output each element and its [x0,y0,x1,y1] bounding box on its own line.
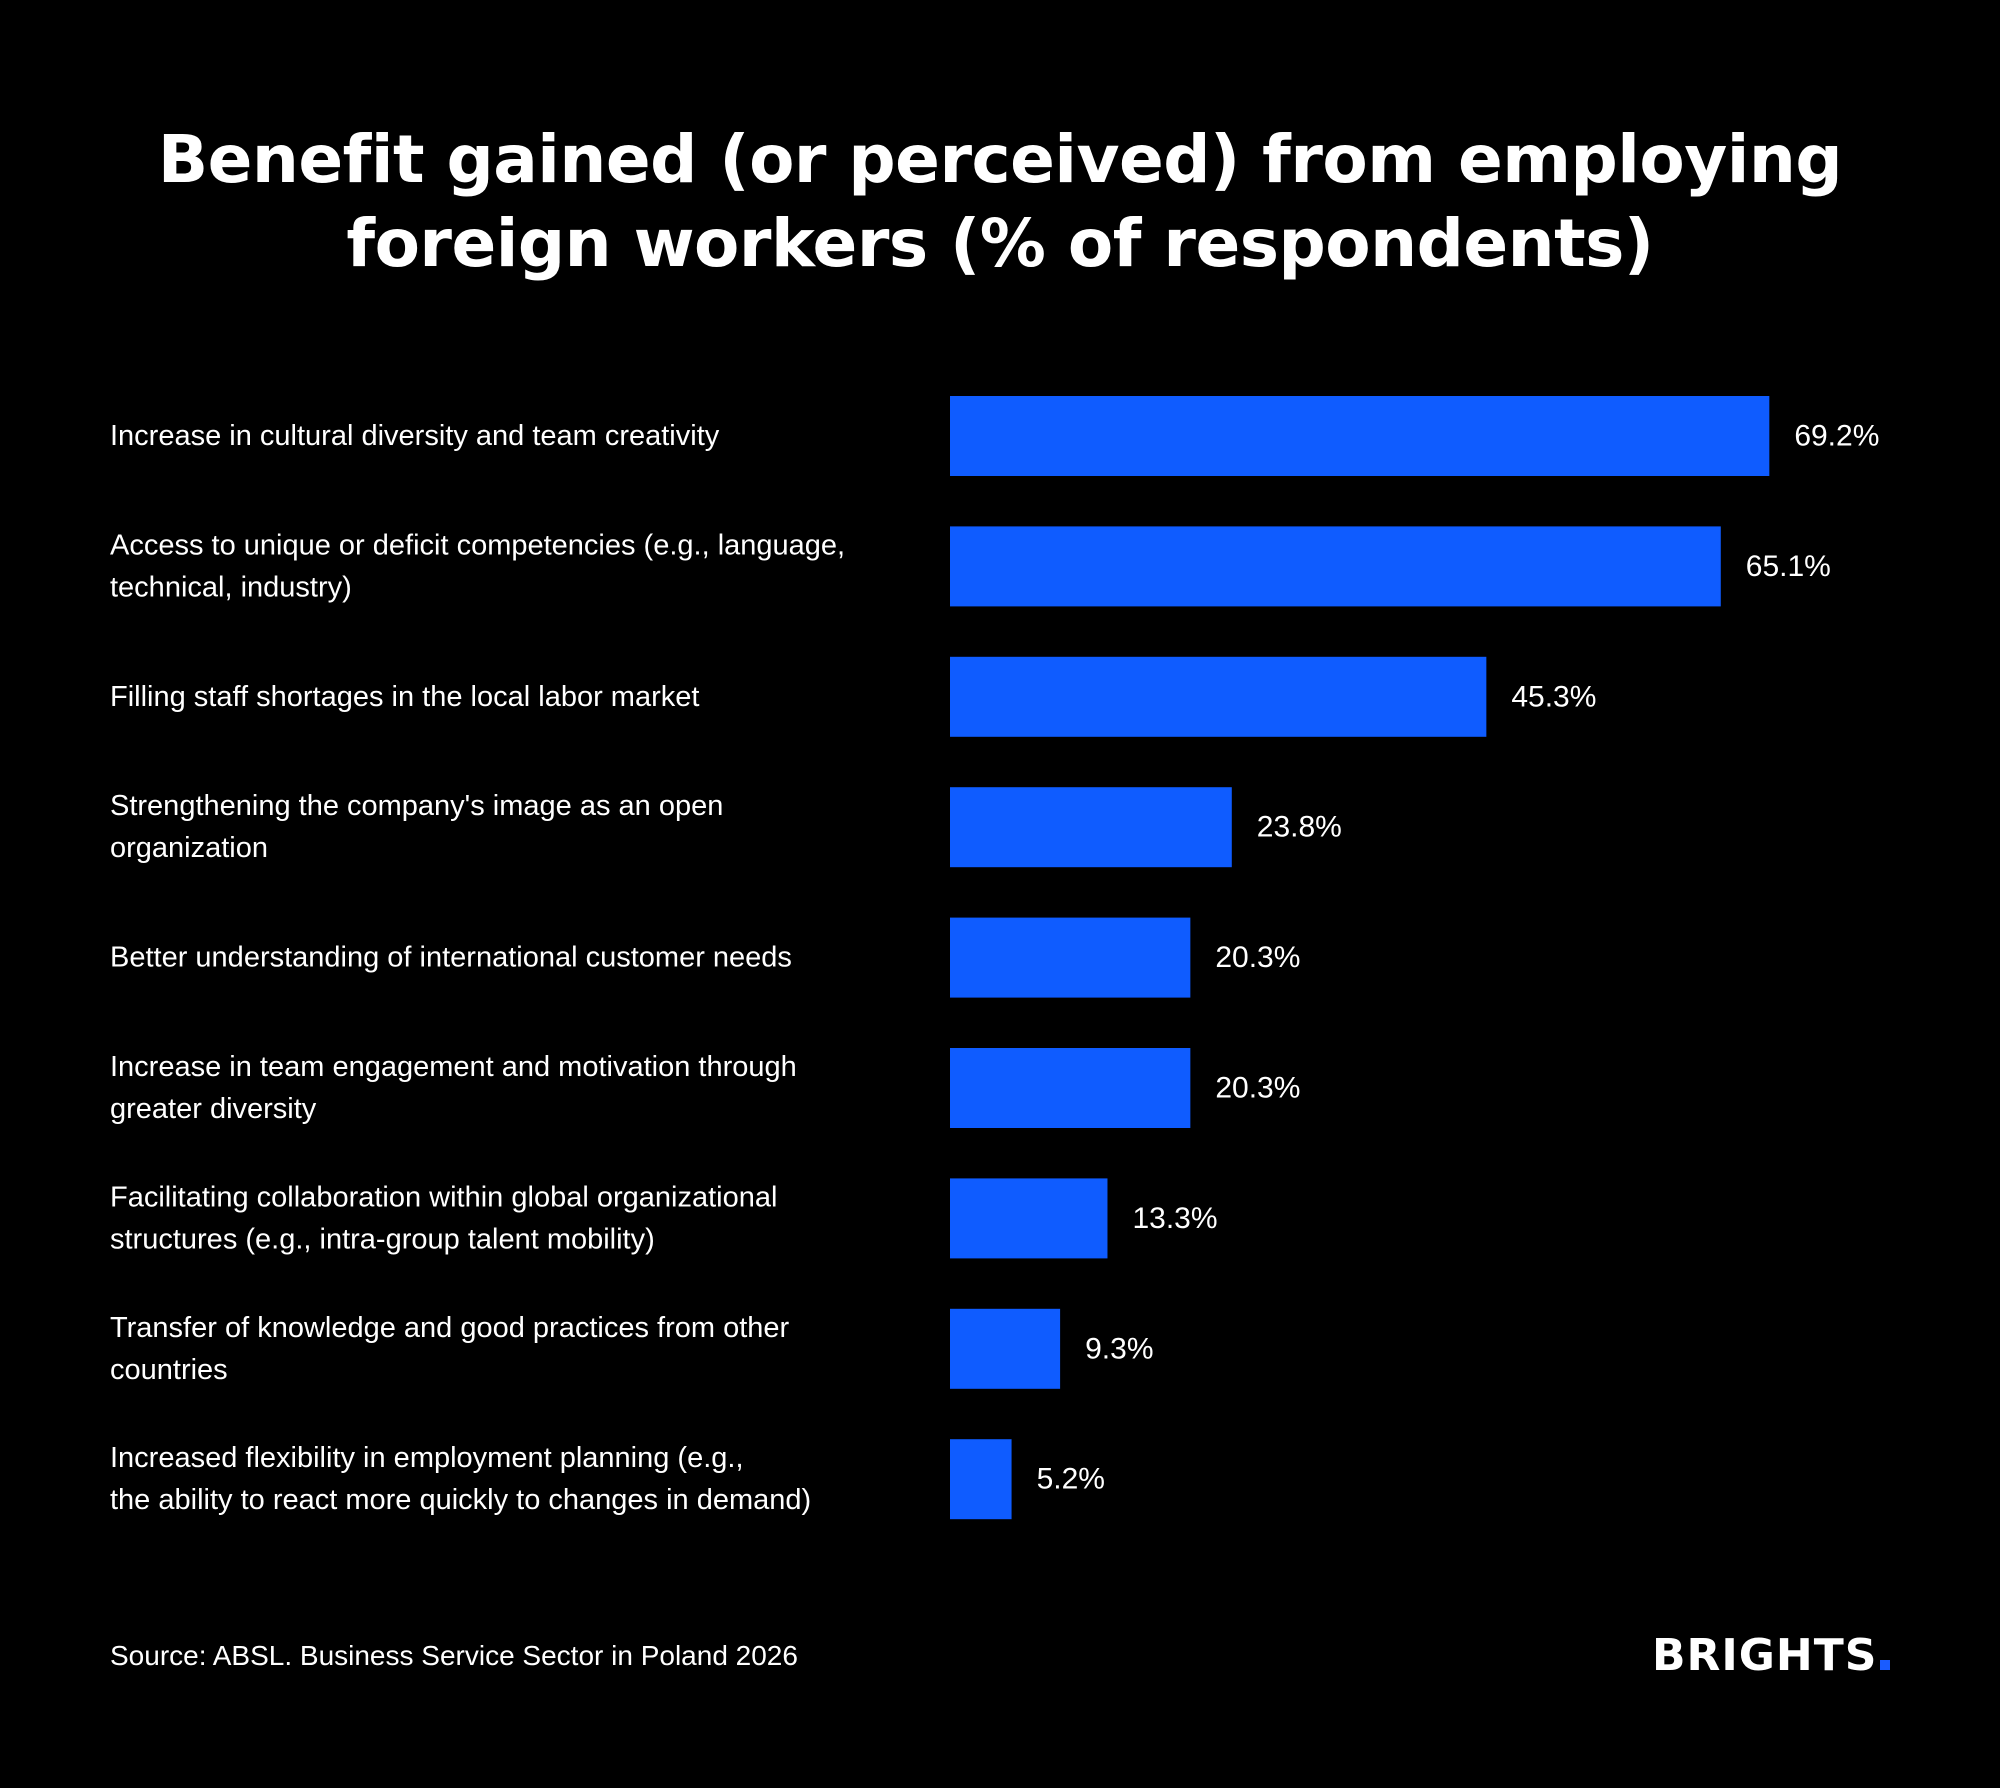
bar-1 [950,396,1770,476]
chart-title: Benefit gained (or perceived) from emplo… [0,118,2000,286]
category-label-6-line-1: Increase in team engagement and motivati… [110,1051,797,1083]
value-label-3: 45.3% [1511,680,1596,713]
value-label-9: 5.2% [1037,1463,1105,1496]
value-label-7: 13.3% [1132,1202,1217,1235]
bar-6 [950,1048,1191,1128]
category-label-8-line-1: Transfer of knowledge and good practices… [110,1312,790,1344]
bar-7 [950,1178,1108,1259]
category-label-8-line-2: countries [110,1354,228,1386]
value-label-2: 65.1% [1746,550,1831,583]
value-label-5: 20.3% [1215,941,1300,974]
category-label-2-line-2: technical, industry) [110,571,352,603]
logo-dot-icon [1880,1660,1891,1670]
category-label-4-line-1: Strengthening the company's image as an … [110,790,723,822]
brights-logo: BRIGHTS [1652,1628,1891,1684]
bar-3 [950,656,1487,737]
category-label-6-line-2: greater diversity [110,1093,317,1125]
category-label-9-line-2: the ability to react more quickly to cha… [110,1484,811,1516]
bar-9 [950,1439,1012,1520]
category-label-3: Filling staff shortages in the local lab… [110,681,699,713]
source-note: Source: ABSL. Business Service Sector in… [110,1640,798,1671]
category-label-1: Increase in cultural diversity and team … [110,420,720,452]
category-label-7-line-1: Facilitating collaboration within global… [110,1181,777,1213]
value-label-8: 9.3% [1085,1332,1153,1365]
bar-2 [950,526,1721,607]
category-label-9-line-1: Increased flexibility in employment plan… [110,1442,744,1474]
bar-8 [950,1308,1061,1389]
category-label-7-line-2: structures (e.g., intra-group talent mob… [110,1223,655,1255]
bar-4 [950,787,1232,868]
chart-title-line-1: Benefit gained (or perceived) from emplo… [157,121,1843,198]
bar-5 [950,917,1191,998]
chart-title-line-2: foreign workers (% of respondents) [346,205,1654,282]
category-label-5: Better understanding of international cu… [110,942,792,974]
brights-logo-text: BRIGHTS [1652,1630,1878,1681]
value-label-4: 23.8% [1257,811,1342,844]
category-label-4-line-2: organization [110,832,268,864]
value-label-6: 20.3% [1215,1072,1300,1105]
category-label-2-line-1: Access to unique or deficit competencies… [110,529,845,561]
value-label-1: 69.2% [1794,420,1879,453]
